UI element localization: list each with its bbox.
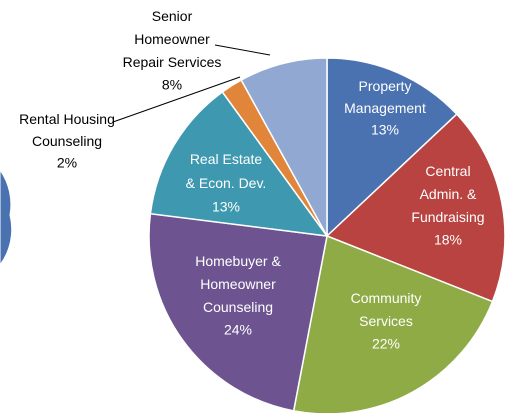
slice-value-label: 22% [372, 336, 400, 352]
pie-slice [240, 57, 328, 237]
pie-slice [149, 90, 329, 237]
leader-line [112, 76, 241, 123]
slice-value-label: 2% [57, 155, 77, 171]
slice-label: Rental Housing Counseling [19, 111, 115, 149]
slice-value-label: 13% [212, 199, 240, 215]
leader-line [214, 44, 271, 56]
slice-value-label: 24% [224, 322, 252, 338]
slice-label: Real Estate & Econ. Dev. [186, 151, 267, 191]
slice-label: Property Management [344, 78, 426, 116]
pie-slice [325, 113, 506, 303]
pie-slice [148, 212, 328, 412]
slice-label: Homebuyer & Homeowner Counseling [195, 253, 281, 315]
slice-label: Senior Homeowner Repair Services [123, 8, 222, 70]
adjacent-chart-edge [0, 169, 13, 266]
pie-slice [292, 234, 494, 413]
slice-value-label: 8% [162, 77, 182, 93]
slice-value-label: 18% [434, 232, 462, 248]
slice-label: Community Services [351, 290, 422, 329]
slice-label: Central Admin. & Fundraising [411, 163, 484, 225]
slice-value-label: 13% [371, 122, 399, 138]
pie-slice [326, 57, 458, 238]
